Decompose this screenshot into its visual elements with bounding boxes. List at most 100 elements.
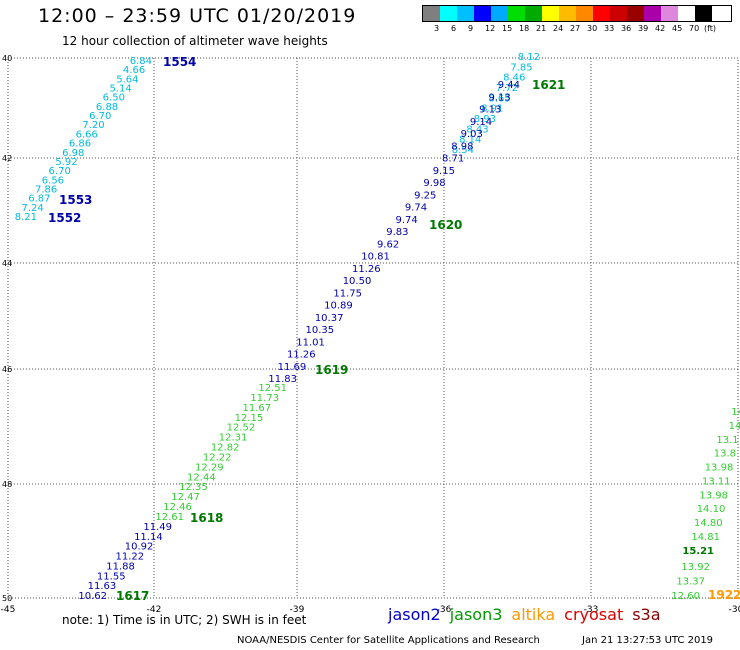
swh-value: 9.15 [433,166,455,177]
swh-value: 9.62 [377,239,399,250]
swh-value: 7.85 [510,62,532,73]
swh-value: 12.61 [155,512,184,523]
lat-label: 44 [2,259,12,268]
satellite-legend-altika: altika [511,605,556,624]
swh-value: 12.46 [163,502,192,513]
swh-value: 14 [731,407,740,418]
swh-value: 8.93 [474,114,496,125]
swh-value: 11.22 [116,552,145,563]
legend-tick-label: 42 [655,24,666,33]
swh-value: 7.24 [21,203,43,214]
credit-line: NOAA/NESDIS Center for Satellite Applica… [237,635,540,646]
swh-value: 9.14 [470,117,492,128]
legend-tick-label: 6 [451,24,457,33]
legend-tick-label: 3 [434,24,440,33]
swh-value: 6.98 [62,148,84,159]
swh-value: 13.92 [681,562,710,573]
legend-swatches [422,5,732,22]
swh-value: 12.22 [203,452,232,463]
swh-value: 12.51 [258,383,287,394]
swh-value: 11.14 [134,532,163,543]
swh-value: 10.62 [78,591,107,602]
satellite-legend-jason3: jason3 [449,605,503,624]
swh-value: 7.20 [82,120,104,131]
swh-value: 11.67 [243,403,272,414]
legend-tick-label: 36 [621,24,632,33]
legend-tick-label: 9 [468,24,474,33]
swh-value: 8.98 [451,141,473,152]
swh-value: 12.60 [671,591,700,602]
swh-value: 12.82 [211,443,240,454]
swh-value: 4.66 [123,65,145,76]
swh-value: 7.86 [35,184,57,195]
pass-label: 1618 [190,511,223,525]
swh-value: 8.91 [481,104,503,115]
lat-label: 48 [2,480,12,489]
swh-value: 8.54 [452,145,474,156]
page-title: 12:00 – 23:59 UTC 01/20/2019 [38,5,357,27]
swh-value: 7.72 [496,83,518,94]
swh-value: 9.83 [386,227,408,238]
swh-value: 15.21 [682,546,714,557]
legend-tick-label: 15 [502,24,513,33]
swh-value: 5.92 [55,157,77,168]
swh-value: 10.50 [343,276,372,287]
legend-swatch [542,6,559,21]
swh-value: 12.29 [195,462,224,473]
lon-label: -45 [1,605,16,615]
swh-value: 10.81 [361,252,390,263]
pass-label: 1619 [315,363,348,377]
swh-value: 10.92 [125,542,154,553]
legend-tick-label: 21 [536,24,547,33]
generation-timestamp: Jan 21 13:27:53 UTC 2019 [582,635,714,646]
legend-swatch [525,6,542,21]
legend-tick-label: (ft) [704,24,717,33]
swh-value: 11.26 [287,350,316,361]
pass-label: 1553 [59,193,92,207]
lon-label: -36 [437,605,452,615]
swh-value: 8.21 [15,212,37,223]
page-subtitle: 12 hour collection of altimeter wave hei… [62,34,328,48]
footer-note: note: 1) Time is in UTC; 2) SWH is in fe… [62,613,307,627]
swh-value: 12.47 [171,492,200,503]
legend-swatch [474,6,491,21]
legend-swatch [457,6,474,21]
swh-value: 12.31 [219,433,248,444]
swh-value: 11.73 [250,393,279,404]
swh-value: 9.13 [479,105,501,116]
swh-value: 6.50 [103,93,125,104]
swh-value: 9.03 [461,129,483,140]
map-frame [7,57,739,599]
swh-value: 8.14 [459,135,481,146]
legend-swatch [695,6,712,21]
lon-label: -33 [584,605,599,615]
swh-value: 10.37 [315,313,344,324]
pass-label: 1621 [532,78,565,92]
legend-tick-label: 27 [570,24,581,33]
swh-value: 13.11 [702,476,731,487]
swh-value: 9.44 [498,80,520,91]
swh-value: 11.88 [106,561,135,572]
swh-value: 5.64 [116,74,138,85]
legend-labels: 3 6 9 12 15 18 21 24 27 30 33 36 39 42 45 70 (ft) [422,22,732,34]
swh-value: 11.63 [88,581,117,592]
swh-value: 14.10 [697,504,726,515]
legend-swatch [576,6,593,21]
legend-tick-label: 12 [485,24,496,33]
legend-tick-label: 18 [519,24,530,33]
swh-value: 6.70 [89,111,111,122]
swh-value: 14.81 [691,532,720,543]
pass-label: 1552 [48,211,81,225]
lat-label: 50 [2,594,12,603]
swh-value: 11.01 [296,337,325,348]
swh-value: 13.98 [699,490,728,501]
legend-tick-label: 39 [638,24,649,33]
legend-tick-label: 33 [604,24,615,33]
lon-label: -30 [729,605,740,615]
swh-value: 9.74 [396,215,418,226]
swh-value: 11.83 [268,374,297,385]
pass-label: 1617 [116,589,149,603]
swh-value: 8.71 [442,154,464,165]
swh-value: 6.70 [49,166,71,177]
